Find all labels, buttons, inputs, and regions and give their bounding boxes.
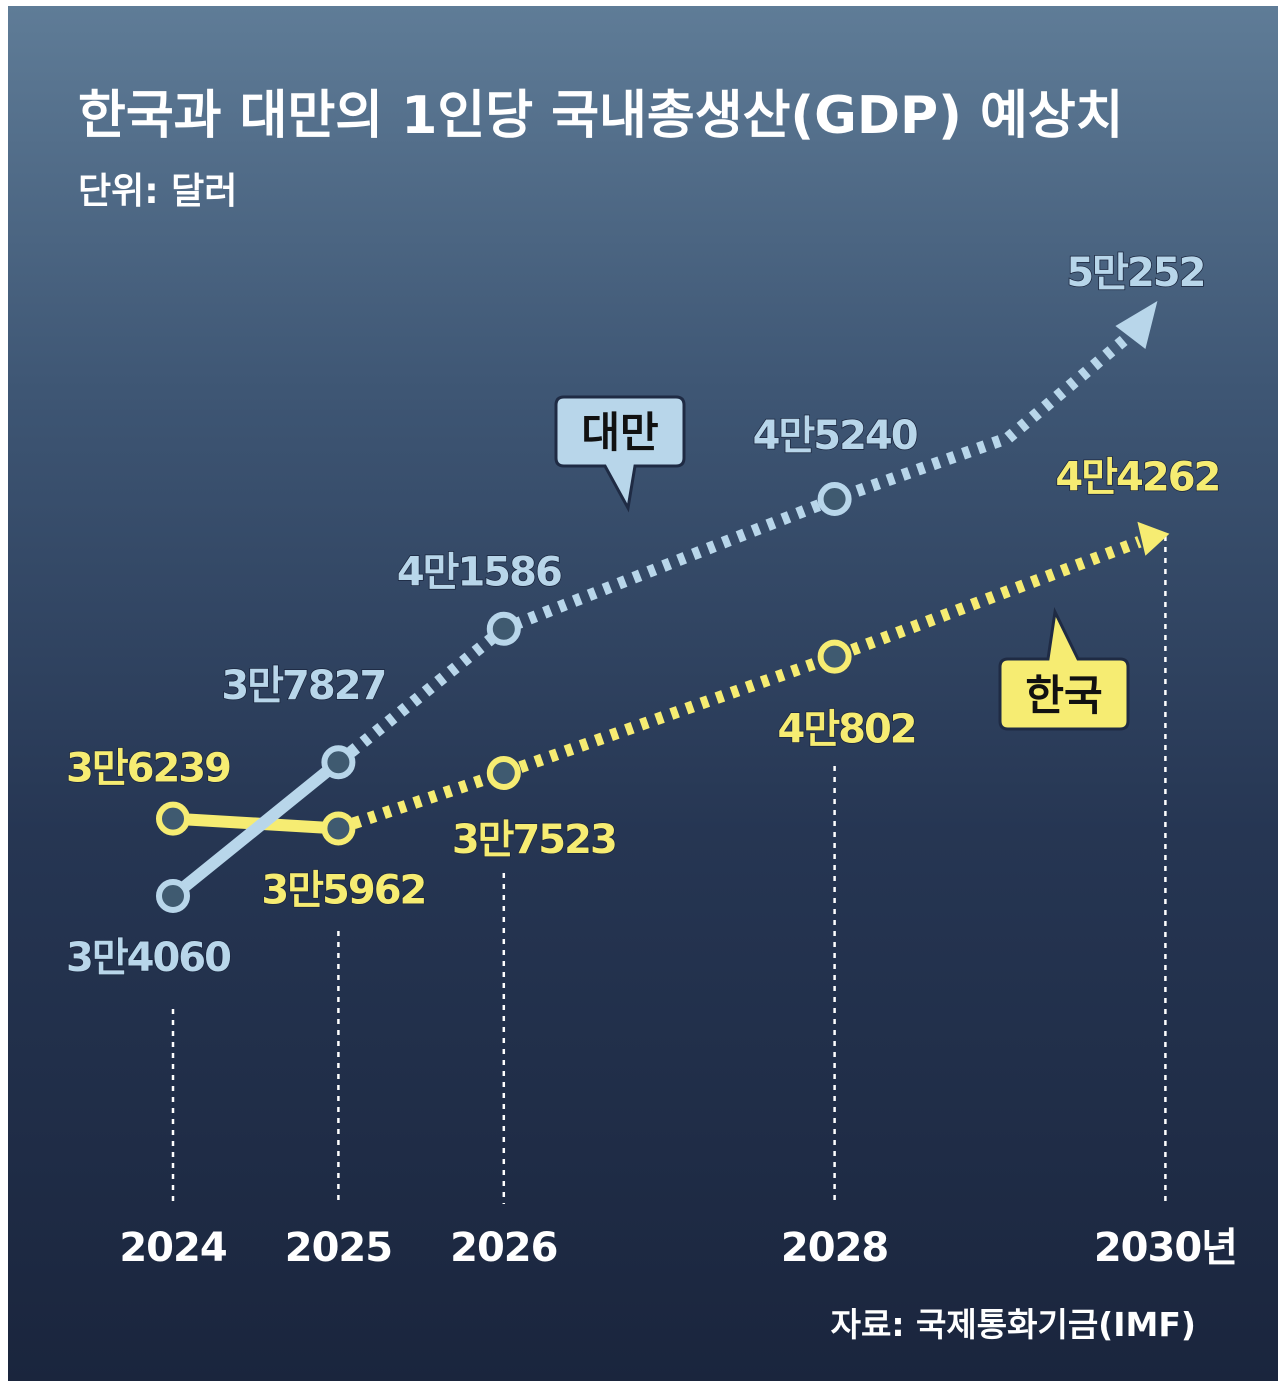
x-tick-2030: 2030년: [1094, 1225, 1237, 1271]
x-axis-ticks: 2024 2025 2026 2028 2030년: [119, 1225, 1238, 1271]
korea-point-2024: [156, 801, 190, 836]
legend-label-korea: 한국: [1025, 671, 1102, 720]
taiwan-line-projected: [334, 334, 1130, 767]
korea-point-2026: [486, 756, 521, 791]
chart: 한국과 대만의 1인당 국내총생산(GDP) 예상치 단위: 달러 2024 20…: [65, 86, 1238, 1344]
taiwan-line-solid: [167, 756, 345, 902]
chart-unit: 단위: 달러: [78, 171, 237, 212]
taiwan-arrowhead: [1115, 301, 1158, 349]
legend-bubble-taiwan: 대만: [554, 395, 686, 513]
korea-value-label-2024: 3만6239: [66, 746, 230, 792]
x-tick-2028: 2028: [781, 1225, 888, 1271]
x-tick-2025: 2025: [285, 1225, 392, 1271]
year-guides: [171, 536, 1167, 1204]
legend-label-taiwan: 대만: [581, 408, 658, 457]
taiwan-point-2026: [486, 611, 521, 646]
korea-value-label-2030: 4만4262: [1055, 455, 1219, 501]
taiwan-value-label-2024: 3만4060: [66, 935, 230, 981]
korea-value-label-2026: 3만7523: [452, 817, 616, 863]
korea-arrowhead: [1137, 521, 1170, 556]
x-tick-2024: 2024: [119, 1225, 226, 1271]
taiwan-value-label-2025: 3만7827: [221, 663, 385, 709]
korea-point-2028: [817, 639, 852, 674]
legend-bubble-korea: 한국: [998, 607, 1130, 731]
korea-line-projected: [336, 536, 1142, 835]
x-tick-2026: 2026: [450, 1225, 557, 1271]
korea-value-label-2025: 3만5962: [261, 867, 425, 913]
plot-area: 3만4060 3만6239 3만7827 3만5962 4만1586 3만7523 4만52…: [65, 249, 1222, 982]
chart-source: 자료: 국제통화기금(IMF): [831, 1305, 1196, 1344]
taiwan-point-2028: [817, 481, 852, 516]
taiwan-point-2024: [156, 879, 190, 913]
taiwan-value-label-2026: 4만1586: [397, 550, 561, 596]
korea-value-label-2028: 4만802: [778, 707, 916, 753]
korea-point-2025: [321, 811, 356, 846]
taiwan-value-label-2028: 4만5240: [753, 413, 917, 459]
chart-card: 한국과 대만의 1인당 국내총생산(GDP) 예상치 단위: 달러 2024 20…: [8, 6, 1278, 1381]
taiwan-value-label-2030: 5만252: [1066, 250, 1204, 296]
chart-title: 한국과 대만의 1인당 국내총생산(GDP) 예상치: [78, 86, 1124, 146]
taiwan-point-2025: [321, 745, 356, 780]
